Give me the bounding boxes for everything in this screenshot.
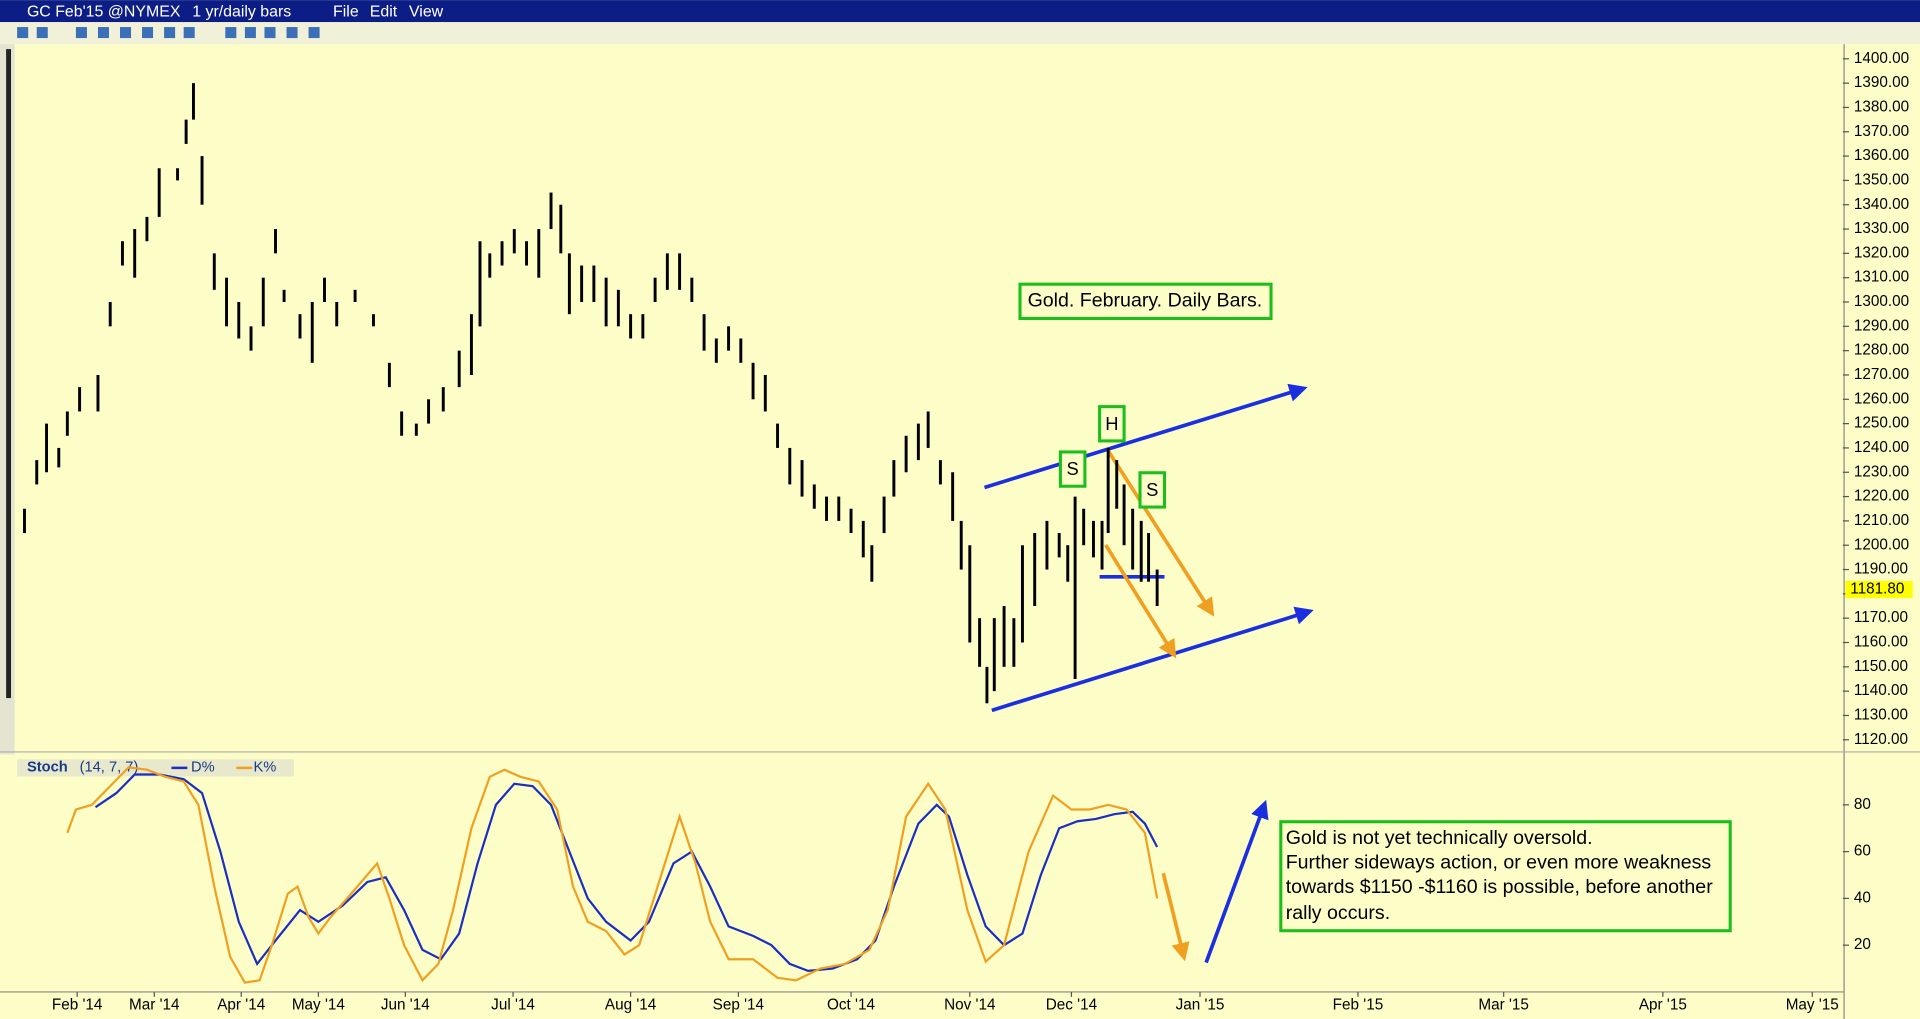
y-tick-label: 1310.00: [1854, 269, 1909, 286]
label-box: [1058, 450, 1087, 488]
menu-edit[interactable]: Edit: [370, 4, 398, 21]
y-tick-label: 1120.00: [1854, 731, 1908, 748]
note-line: Further sideways action, or even more we…: [1286, 852, 1712, 874]
y-tick-label: 1190.00: [1854, 561, 1908, 578]
note-line: Gold is not yet technically oversold.: [1286, 827, 1593, 849]
y-tick-label: 1380.00: [1854, 98, 1909, 115]
x-tick-label: Feb '15: [1333, 996, 1384, 1013]
y-tick-label: 1290.00: [1854, 317, 1909, 334]
trend-arrow: [991, 606, 1314, 713]
y-tick-label: 1130.00: [1854, 707, 1908, 724]
indicator-name[interactable]: Stoch: [27, 760, 68, 776]
pattern-label: S: [1067, 458, 1079, 479]
y-tick-label: 1300.00: [1854, 293, 1909, 310]
x-tick-label: Apr '14: [217, 996, 265, 1013]
y-tick-label: 1330.00: [1854, 220, 1909, 237]
y-tick-label: 1360.00: [1854, 147, 1909, 164]
down-arrow: [1161, 872, 1190, 962]
y-tick-label: 1230.00: [1854, 463, 1909, 480]
y-tick-label: 1220.00: [1854, 488, 1909, 505]
x-tick-label: Mar '15: [1478, 996, 1529, 1013]
symbol[interactable]: GC Feb'15 @NYMEX: [27, 4, 181, 21]
down-arrow: [1106, 449, 1215, 617]
menu-view[interactable]: View: [409, 4, 444, 21]
up-arrow: [1204, 799, 1269, 964]
pattern-label: S: [1146, 479, 1158, 500]
y-tick-label: 1260.00: [1854, 390, 1909, 407]
y-tick-label: 1210.00: [1854, 512, 1909, 529]
x-tick-label: Jun '14: [381, 996, 430, 1013]
down-arrow: [1104, 544, 1177, 659]
x-tick-label: Mar '14: [129, 996, 180, 1013]
y-tick-label: 1390.00: [1854, 74, 1909, 91]
last-price-tag: [1845, 580, 1913, 599]
note-line: towards $1150 -$1160 is possible, before…: [1286, 876, 1713, 898]
note-line: rally occurs.: [1286, 902, 1390, 924]
x-tick-label: Nov '14: [944, 996, 996, 1013]
x-tick-label: Jul '14: [491, 996, 535, 1013]
stoch-line: [66, 766, 1159, 984]
y-tick-label: 20: [1854, 936, 1871, 953]
period[interactable]: 1 yr/daily bars: [192, 4, 291, 21]
legend-label[interactable]: K%: [253, 760, 276, 776]
y-tick-label: 1240.00: [1854, 439, 1909, 456]
label-box: [1138, 471, 1167, 509]
x-tick-label: May '14: [292, 996, 346, 1013]
toolbar: [0, 22, 1920, 45]
y-tick-label: 1340.00: [1854, 196, 1909, 213]
scroll-thumb[interactable]: [6, 49, 12, 699]
x-tick-label: Feb '14: [52, 996, 103, 1013]
y-tick-label: 1350.00: [1854, 171, 1909, 188]
x-tick-label: Jan '15: [1176, 996, 1225, 1013]
y-tick-label: 1170.00: [1854, 609, 1908, 626]
x-tick-label: Sep '14: [713, 996, 765, 1013]
y-tick-label: 1140.00: [1854, 682, 1908, 699]
note-box: [1279, 820, 1732, 933]
stoch-line: [94, 773, 1159, 973]
y-tick-label: 1370.00: [1854, 123, 1909, 140]
title-box: [1018, 282, 1273, 321]
y-tick-label: 1160.00: [1854, 634, 1908, 651]
y-tick-label: 1250.00: [1854, 415, 1909, 432]
menu-file[interactable]: File: [333, 4, 359, 21]
chart-title: Gold. February. Daily Bars.: [1028, 290, 1263, 312]
label-box: [1098, 405, 1126, 443]
x-tick-label: Oct '14: [827, 996, 875, 1013]
y-tick-label: 1150.00: [1854, 658, 1908, 675]
x-tick-label: May '15: [1786, 996, 1839, 1013]
x-tick-label: Dec '14: [1046, 996, 1098, 1013]
y-tick-label: 1200.00: [1854, 536, 1909, 553]
toolbar-icons[interactable]: [17, 27, 320, 39]
x-tick-label: Aug '14: [605, 996, 657, 1013]
trend-arrow: [983, 383, 1308, 490]
legend-bar: [17, 759, 294, 777]
y-tick-label: 1280.00: [1854, 342, 1909, 359]
legend-label[interactable]: D%: [191, 760, 215, 776]
pattern-label: H: [1105, 413, 1118, 434]
y-tick-label: 1270.00: [1854, 366, 1909, 383]
y-tick-label: 40: [1854, 889, 1871, 906]
y-tick-label: 60: [1854, 843, 1871, 860]
y-tick-label: 80: [1854, 796, 1871, 813]
last-price-label: 1181.80: [1850, 581, 1904, 598]
x-tick-label: Apr '15: [1639, 996, 1687, 1013]
title-bar: [0, 0, 1920, 23]
y-tick-label: 1400.00: [1854, 50, 1909, 67]
y-tick-label: 1320.00: [1854, 244, 1909, 261]
